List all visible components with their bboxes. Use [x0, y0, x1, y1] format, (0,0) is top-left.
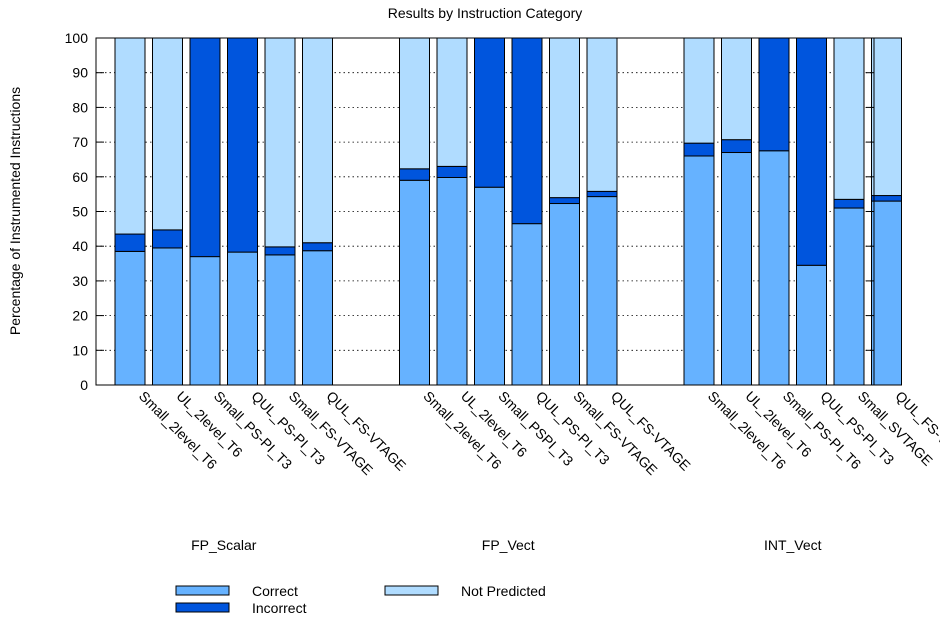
bar-segment-incorrect	[399, 168, 430, 181]
y-tick-label: 90	[72, 65, 88, 81]
bar-segment-incorrect	[302, 242, 333, 252]
bar-segment-correct	[511, 223, 543, 386]
bar-segment-not-predicted	[264, 37, 296, 248]
bar-segment-correct	[549, 203, 580, 386]
y-tick-label: 10	[72, 342, 88, 358]
bar-segment-incorrect	[189, 37, 221, 258]
legend-swatch-not-predicted	[384, 585, 439, 596]
bars	[114, 37, 902, 386]
bar-segment-not-predicted	[302, 37, 333, 244]
bar-segment-incorrect	[114, 233, 146, 252]
legend-swatch-correct	[175, 585, 230, 596]
legend-label: Not Predicted	[461, 583, 546, 599]
group-label: INT_Vect	[764, 537, 822, 553]
bar-segment-correct	[721, 152, 752, 386]
y-tick-label: 50	[72, 204, 88, 220]
bar-segment-not-predicted	[549, 37, 580, 199]
bar-segment-incorrect	[227, 37, 258, 253]
bar-segment-not-predicted	[436, 37, 468, 167]
bar-segment-incorrect	[833, 198, 865, 209]
y-tick-label: 0	[80, 377, 88, 393]
legend-label: Incorrect	[252, 600, 307, 616]
bar-segment-correct	[586, 196, 618, 386]
bar-segment-incorrect	[758, 37, 790, 152]
y-tick-label: 30	[72, 273, 88, 289]
x-axis-labels: Small_2level_T6UL_2level_T6Small_PS-PI_T…	[136, 388, 940, 478]
bar-segment-correct	[796, 264, 827, 386]
bar-segment-correct	[399, 179, 430, 386]
bar-segment-correct	[833, 207, 865, 386]
bar-segment-correct	[474, 186, 505, 386]
bar-segment-correct	[152, 247, 183, 386]
bar-segment-not-predicted	[683, 37, 715, 144]
bar-segment-incorrect	[796, 37, 827, 266]
bar-segment-correct	[114, 250, 146, 386]
bar-segment-incorrect	[549, 197, 580, 205]
group-label: FP_Vect	[482, 537, 535, 553]
bar-segment-not-predicted	[114, 37, 146, 235]
bar-segment-not-predicted	[871, 37, 902, 197]
bar-segment-not-predicted	[833, 37, 865, 200]
bar-segment-incorrect	[152, 229, 183, 249]
bar-segment-incorrect	[683, 142, 715, 157]
y-axis-ticks: 0 10 20 30 40 50 60 70 80 90 100	[65, 30, 874, 393]
bar-segment-incorrect	[586, 190, 618, 198]
bar-segment-correct	[436, 176, 468, 386]
bar-segment-correct	[227, 251, 258, 386]
bar-segment-correct	[758, 150, 790, 386]
bar-segment-not-predicted	[586, 37, 618, 192]
y-tick-label: 80	[72, 99, 88, 115]
group-label: FP_Scalar	[191, 537, 257, 553]
y-tick-label: 40	[72, 238, 88, 254]
bar-segment-not-predicted	[721, 37, 752, 141]
bar-segment-incorrect	[721, 139, 752, 154]
legend-swatch-incorrect	[175, 602, 230, 613]
group-labels: FP_Scalar FP_Vect INT_Vect	[191, 537, 822, 553]
bar-segment-incorrect	[264, 246, 296, 256]
bar-segment-correct	[189, 256, 221, 386]
y-axis-label: Percentage of Instrumented Instructions	[7, 87, 23, 335]
bar-segment-incorrect	[436, 165, 468, 178]
bar-segment-correct	[302, 250, 333, 386]
bar-segment-correct	[264, 254, 296, 386]
bar-segment-not-predicted	[399, 37, 430, 170]
bar-segment-incorrect	[474, 37, 505, 188]
bar-segment-not-predicted	[152, 37, 183, 231]
bar-segment-incorrect	[511, 37, 543, 225]
bar-segment-correct	[683, 155, 715, 386]
y-tick-label: 20	[72, 308, 88, 324]
y-tick-label: 60	[72, 169, 88, 185]
y-tick-label: 70	[72, 134, 88, 150]
chart-title: Results by Instruction Category	[388, 5, 583, 21]
y-tick-label: 100	[65, 30, 89, 46]
bar-segment-incorrect	[871, 195, 902, 202]
bar-segment-correct	[871, 200, 902, 386]
legend-label: Correct	[252, 583, 298, 599]
